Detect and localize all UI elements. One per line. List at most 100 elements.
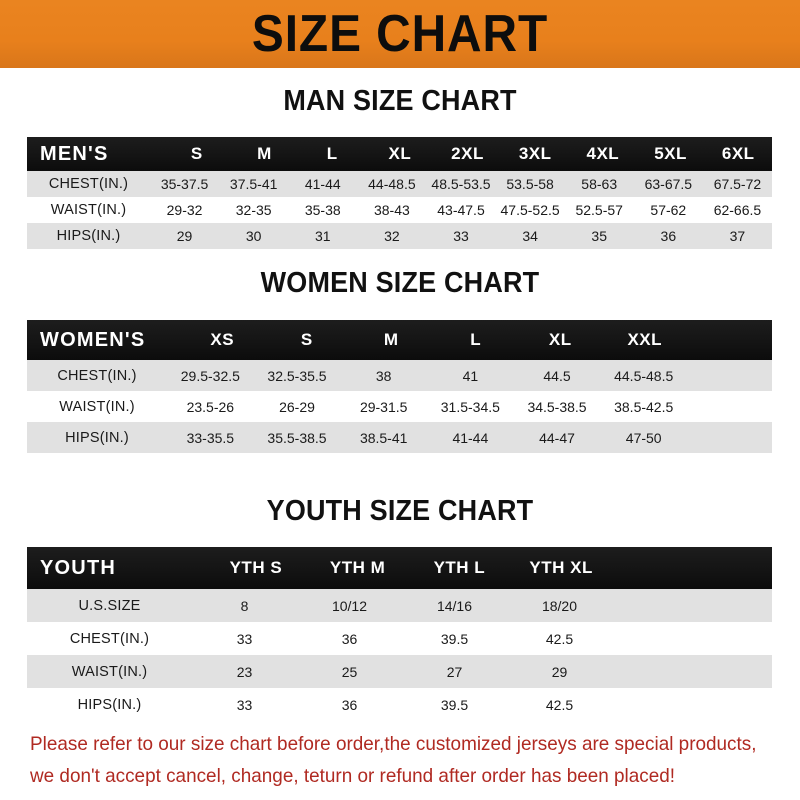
women-size-l: L [470, 330, 482, 349]
youth-size-xl: YTH XL [529, 558, 593, 577]
men-chest-3xl: 53.5-58 [506, 176, 554, 192]
table-row: HIPS(IN.) 33 36 39.5 42.5 [27, 688, 772, 721]
women-waist-xs: 23.5-26 [186, 398, 235, 415]
women-hips-l: 41-44 [452, 429, 489, 446]
women-chest-xxl: 44.5-48.5 [614, 367, 674, 384]
women-waist-xl: 34.5-38.5 [527, 398, 587, 415]
youth-hips-l: 39.5 [440, 696, 469, 713]
men-size-5xl: 5XL [654, 144, 687, 163]
women-size-s: S [300, 330, 313, 349]
table-row: HIPS(IN.) 33-35.5 35.5-38.5 38.5-41 41-4… [27, 422, 772, 453]
men-size-l: L [326, 144, 338, 163]
table-row: WAIST(IN.) 23 25 27 29 [27, 655, 772, 688]
youth-chest-l: 39.5 [440, 630, 469, 647]
women-hips-m: 38.5-41 [359, 429, 408, 446]
men-waist-2xl: 43-47.5 [437, 202, 485, 218]
youth-ussize-xl: 18/20 [541, 597, 578, 614]
men-chest-s: 35-37.5 [160, 176, 209, 192]
men-waist-m: 32-35 [235, 202, 272, 218]
youth-ussize-label: U.S.SIZE [78, 597, 141, 614]
women-waist-l: 31.5-34.5 [440, 398, 500, 415]
men-waist-xl: 38-43 [373, 202, 410, 218]
table-row: HIPS(IN.) 29 30 31 32 33 34 35 36 37 [27, 223, 772, 249]
men-hips-label: HIPS(IN.) [56, 228, 121, 244]
women-chest-m: 38 [375, 367, 392, 384]
men-chest-2xl: 48.5-53.5 [431, 176, 491, 192]
women-chest-xs: 29.5-32.5 [180, 367, 240, 384]
youth-chest-label: CHEST(IN.) [69, 630, 150, 647]
table-row: U.S.SIZE 8 10/12 14/16 18/20 [27, 589, 772, 622]
women-hips-s: 35.5-38.5 [267, 429, 327, 446]
men-waist-6xl: 62-66.5 [713, 202, 762, 218]
men-waist-4xl: 52.5-57 [575, 202, 623, 218]
men-hips-xl: 32 [384, 228, 400, 244]
youth-hips-m: 36 [341, 696, 358, 713]
youth-size-s: YTH S [229, 558, 283, 577]
men-waist-3xl: 47.5-52.5 [500, 202, 560, 218]
table-row: WAIST(IN.) 29-32 32-35 35-38 38-43 43-47… [27, 197, 772, 223]
men-table-header-row: MEN'S S M L XL 2XL 3XL 4XL 5XL 6XL [27, 137, 772, 171]
women-section-title: WOMEN SIZE CHART [260, 267, 540, 299]
footer-disclaimer: Please refer to our size chart before or… [30, 728, 757, 792]
women-chest-s: 32.5-35.5 [267, 367, 327, 384]
women-waist-xxl: 38.5-42.5 [614, 398, 674, 415]
youth-ussize-s: 8 [240, 597, 249, 614]
women-chest-label: CHEST(IN.) [57, 367, 137, 384]
page-banner: SIZE CHART [0, 0, 800, 68]
youth-hips-label: HIPS(IN.) [77, 696, 142, 713]
youth-ussize-l: 14/16 [436, 597, 473, 614]
men-chest-5xl: 63-67.5 [644, 176, 693, 192]
men-waist-l: 35-38 [304, 202, 341, 218]
women-chest-l: 41 [462, 367, 479, 384]
table-row: CHEST(IN.) 33 36 39.5 42.5 [27, 622, 772, 655]
women-size-table: WOMEN'S XS S M L XL XXL CHEST(IN.) 29.5-… [27, 320, 772, 453]
men-size-xl: XL [388, 144, 412, 163]
men-size-2xl: 2XL [451, 144, 484, 163]
women-chest-xl: 44.5 [543, 367, 571, 384]
youth-waist-label: WAIST(IN.) [71, 663, 148, 680]
women-header-label: WOMEN'S [40, 328, 146, 351]
table-row: CHEST(IN.) 29.5-32.5 32.5-35.5 38 41 44.… [27, 360, 772, 391]
men-size-3xl: 3XL [518, 144, 552, 163]
men-size-6xl: 6XL [721, 144, 755, 163]
men-hips-3xl: 34 [522, 228, 538, 244]
men-hips-6xl: 37 [729, 228, 746, 244]
youth-size-m: YTH M [329, 558, 386, 577]
youth-ussize-m: 10/12 [331, 597, 368, 614]
men-hips-2xl: 33 [453, 228, 469, 244]
youth-table-header-row: YOUTH YTH S YTH M YTH L YTH XL [27, 547, 772, 589]
youth-header-label: YOUTH [40, 556, 116, 579]
youth-chest-m: 36 [341, 630, 358, 647]
women-size-xs: XS [210, 330, 235, 349]
men-section-title: MAN SIZE CHART [283, 85, 517, 117]
men-chest-m: 37.5-41 [229, 176, 278, 192]
men-hips-m: 30 [245, 228, 262, 244]
youth-waist-s: 23 [236, 663, 253, 680]
youth-hips-xl: 42.5 [545, 696, 574, 713]
men-size-4xl: 4XL [586, 144, 620, 163]
women-waist-s: 26-29 [279, 398, 315, 415]
women-waist-m: 29-31.5 [359, 398, 408, 415]
page-title: SIZE CHART [251, 5, 549, 63]
youth-waist-xl: 29 [551, 663, 568, 680]
men-hips-s: 29 [176, 228, 193, 244]
men-size-m: M [257, 144, 272, 163]
women-size-m: M [383, 330, 399, 349]
women-waist-label: WAIST(IN.) [59, 398, 135, 415]
footer-line-2: we don't accept cancel, change, teturn o… [30, 765, 676, 787]
men-waist-label: WAIST(IN.) [50, 202, 127, 218]
footer-line-1: Please refer to our size chart before or… [30, 733, 757, 755]
table-row: CHEST(IN.) 35-37.5 37.5-41 41-44 44-48.5… [27, 171, 772, 197]
men-chest-4xl: 58-63 [581, 176, 618, 192]
men-waist-s: 29-32 [166, 202, 203, 218]
women-hips-xxl: 47-50 [625, 429, 662, 446]
men-hips-l: 31 [314, 228, 331, 244]
youth-hips-s: 33 [236, 696, 253, 713]
men-hips-5xl: 36 [660, 228, 677, 244]
women-size-xl: XL [548, 330, 572, 349]
men-chest-l: 41-44 [304, 176, 341, 192]
youth-chest-xl: 42.5 [545, 630, 574, 647]
men-size-s: S [190, 144, 203, 163]
men-waist-5xl: 57-62 [650, 202, 687, 218]
